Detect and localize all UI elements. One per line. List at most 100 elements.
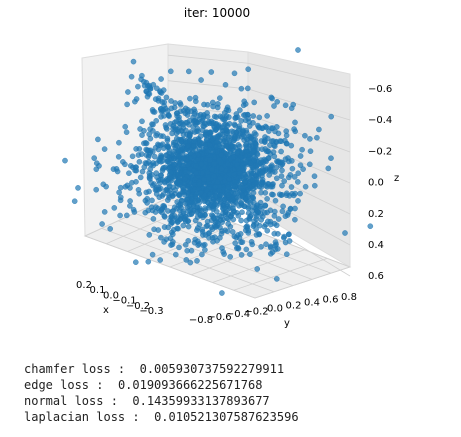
data-point <box>245 86 250 91</box>
data-point <box>146 189 151 194</box>
data-point <box>166 225 171 230</box>
data-point <box>289 191 294 196</box>
y-axis-label: y <box>284 318 290 329</box>
data-point <box>272 154 277 159</box>
data-point <box>268 219 273 224</box>
data-point <box>178 109 183 114</box>
data-point <box>289 158 294 163</box>
data-point <box>254 227 259 232</box>
data-point <box>161 165 166 170</box>
data-point <box>217 96 222 101</box>
data-point <box>328 156 333 161</box>
data-point <box>298 153 303 158</box>
data-point <box>199 161 204 166</box>
data-point <box>179 139 184 144</box>
data-point <box>225 229 230 234</box>
data-point <box>170 239 175 244</box>
data-point <box>270 182 275 187</box>
data-point <box>275 231 280 236</box>
data-point <box>255 170 260 175</box>
data-point <box>222 110 227 115</box>
chart-title: iter: 10000 <box>184 6 250 20</box>
data-point <box>251 149 256 154</box>
data-point <box>252 130 257 135</box>
data-point <box>250 208 255 213</box>
data-point <box>307 162 312 167</box>
data-point <box>124 213 129 218</box>
data-point <box>95 137 100 142</box>
data-point <box>218 161 223 166</box>
data-point <box>116 140 121 145</box>
data-point <box>212 189 217 194</box>
data-point <box>194 129 199 134</box>
y-tick-label: 0.4 <box>304 298 320 309</box>
data-point <box>137 159 142 164</box>
x-tick-label: −0.3 <box>139 306 163 317</box>
data-point <box>263 242 268 247</box>
data-point <box>131 59 136 64</box>
data-point <box>245 225 250 230</box>
data-point <box>232 179 237 184</box>
data-point <box>263 222 268 227</box>
normal-loss-value: 0.14359933137893677 <box>132 394 269 408</box>
data-point <box>152 182 157 187</box>
data-point <box>165 198 170 203</box>
data-point <box>197 182 202 187</box>
data-point <box>237 184 242 189</box>
data-point <box>232 192 237 197</box>
data-point <box>169 214 174 219</box>
data-point <box>136 187 141 192</box>
data-point <box>165 108 170 113</box>
data-point <box>230 143 235 148</box>
data-point <box>173 252 178 257</box>
data-point <box>201 102 206 107</box>
data-point <box>284 193 289 198</box>
data-point <box>183 169 188 174</box>
data-point <box>117 190 122 195</box>
data-point <box>269 163 274 168</box>
data-point <box>342 230 347 235</box>
data-point <box>246 67 251 72</box>
data-point <box>94 167 99 172</box>
data-point <box>130 154 135 159</box>
data-point <box>182 177 187 182</box>
data-point <box>292 217 297 222</box>
data-point <box>213 224 218 229</box>
data-point <box>114 166 119 171</box>
data-point <box>147 85 152 90</box>
data-point <box>284 252 289 257</box>
data-point <box>133 179 138 184</box>
data-point <box>228 213 233 218</box>
data-point <box>218 193 223 198</box>
data-point <box>197 222 202 227</box>
data-point <box>192 240 197 245</box>
data-point <box>240 130 245 135</box>
data-point <box>254 221 259 226</box>
data-point <box>62 158 67 163</box>
data-point <box>181 125 186 130</box>
data-point <box>125 89 130 94</box>
data-point <box>279 149 284 154</box>
data-point <box>254 214 259 219</box>
data-point <box>161 134 166 139</box>
data-point <box>176 245 181 250</box>
data-point <box>167 114 172 119</box>
data-point <box>329 114 334 119</box>
data-point <box>284 133 289 138</box>
data-point <box>210 149 215 154</box>
data-point <box>265 113 270 118</box>
x-axis-label: x <box>103 305 109 316</box>
z-tick-label: 0.2 <box>368 209 384 220</box>
data-point <box>102 209 107 214</box>
data-point <box>211 215 216 220</box>
data-point <box>263 203 268 208</box>
data-point <box>227 138 232 143</box>
data-point <box>202 247 207 252</box>
data-point <box>292 120 297 125</box>
data-point <box>133 260 138 265</box>
data-point <box>238 231 243 236</box>
data-point <box>166 145 171 150</box>
data-point <box>231 129 236 134</box>
data-point <box>164 95 169 100</box>
data-point <box>207 230 212 235</box>
